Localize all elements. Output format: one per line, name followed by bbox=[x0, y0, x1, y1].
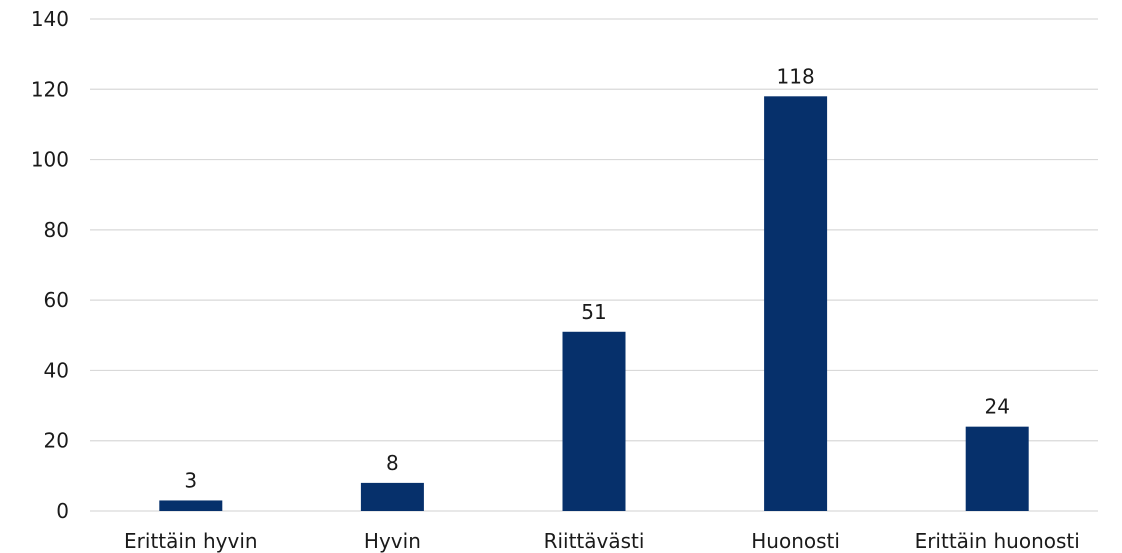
bar bbox=[360, 482, 424, 511]
y-tick-label: 20 bbox=[44, 429, 69, 453]
x-category-label: Hyvin bbox=[364, 529, 421, 553]
bar bbox=[562, 331, 626, 511]
y-tick-label: 40 bbox=[44, 358, 69, 382]
x-category-label: Riittävästi bbox=[544, 529, 645, 553]
x-category-label: Huonosti bbox=[751, 529, 840, 553]
bars bbox=[159, 96, 1029, 512]
y-tick-label: 0 bbox=[56, 499, 69, 523]
data-labels: 3 8 51 118 24 bbox=[184, 64, 1009, 492]
data-label: 3 bbox=[184, 468, 197, 492]
x-category-label: Erittäin huonosti bbox=[915, 529, 1080, 553]
y-tick-label: 140 bbox=[31, 7, 69, 31]
data-label: 118 bbox=[777, 64, 815, 88]
data-label: 8 bbox=[386, 451, 399, 475]
bar bbox=[965, 426, 1029, 511]
y-tick-label: 120 bbox=[31, 77, 69, 101]
x-category-label: Erittäin hyvin bbox=[124, 529, 258, 553]
y-tick-label: 100 bbox=[31, 148, 69, 172]
y-tick-label: 60 bbox=[44, 288, 69, 312]
y-tick-label: 80 bbox=[44, 218, 69, 242]
y-axis-tick-labels: 0 20 40 60 80 100 120 140 bbox=[31, 7, 69, 523]
x-axis-category-labels: Erittäin hyvin Hyvin Riittävästi Huonosti Er… bbox=[124, 529, 1080, 553]
bar bbox=[159, 500, 223, 511]
data-label: 51 bbox=[581, 300, 606, 324]
data-label: 24 bbox=[984, 395, 1009, 419]
bar bbox=[764, 96, 828, 512]
